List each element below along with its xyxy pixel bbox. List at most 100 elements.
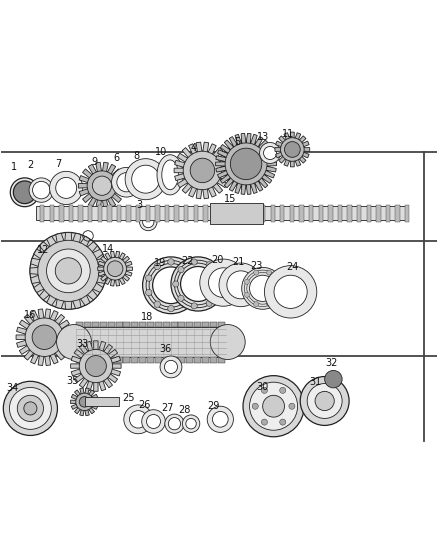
Bar: [100, 357, 107, 362]
Bar: [117, 205, 121, 222]
Circle shape: [177, 263, 219, 305]
Bar: [386, 205, 390, 222]
Circle shape: [315, 391, 334, 410]
Circle shape: [300, 376, 349, 425]
Text: 16: 16: [24, 310, 36, 319]
Text: 36: 36: [159, 344, 172, 353]
Bar: [136, 205, 141, 222]
Bar: [69, 205, 73, 222]
Circle shape: [79, 350, 113, 383]
Text: 23: 23: [250, 261, 262, 271]
Ellipse shape: [157, 155, 183, 195]
Circle shape: [29, 178, 53, 203]
Bar: [49, 205, 54, 222]
Bar: [155, 205, 159, 222]
Text: 13: 13: [257, 132, 269, 142]
Circle shape: [280, 387, 286, 393]
Circle shape: [174, 260, 222, 308]
Circle shape: [219, 263, 263, 306]
Text: 19: 19: [154, 258, 166, 268]
Circle shape: [191, 303, 197, 309]
Bar: [155, 321, 162, 327]
Circle shape: [261, 387, 268, 393]
Bar: [203, 205, 208, 222]
Bar: [155, 357, 162, 362]
Bar: [242, 205, 246, 222]
Bar: [210, 203, 263, 224]
Bar: [318, 205, 323, 222]
Bar: [162, 321, 170, 327]
Circle shape: [4, 381, 57, 435]
Circle shape: [24, 402, 37, 415]
Circle shape: [76, 393, 93, 410]
Polygon shape: [71, 341, 121, 391]
Bar: [178, 357, 185, 362]
Circle shape: [280, 419, 286, 425]
Bar: [100, 321, 107, 327]
Circle shape: [107, 261, 123, 277]
Circle shape: [32, 181, 50, 199]
Circle shape: [274, 275, 307, 309]
Bar: [170, 321, 177, 327]
Circle shape: [180, 266, 215, 302]
Bar: [213, 205, 217, 222]
Circle shape: [10, 387, 51, 430]
Bar: [116, 321, 123, 327]
Text: 31: 31: [309, 377, 321, 387]
Bar: [84, 357, 91, 362]
Circle shape: [183, 151, 222, 190]
Circle shape: [49, 171, 83, 205]
Bar: [116, 357, 123, 362]
Circle shape: [230, 148, 262, 180]
Bar: [184, 205, 188, 222]
Circle shape: [112, 167, 141, 197]
Text: 30: 30: [257, 382, 269, 392]
Bar: [194, 321, 201, 327]
Bar: [202, 321, 209, 327]
Circle shape: [250, 382, 297, 430]
Bar: [124, 321, 131, 327]
Bar: [218, 321, 225, 327]
Bar: [405, 205, 410, 222]
Circle shape: [227, 271, 255, 299]
Bar: [92, 357, 99, 362]
Circle shape: [276, 292, 281, 297]
Bar: [271, 205, 275, 222]
Circle shape: [264, 147, 277, 159]
Circle shape: [145, 289, 152, 296]
Bar: [147, 321, 154, 327]
Bar: [139, 321, 146, 327]
Bar: [218, 357, 225, 362]
Circle shape: [25, 318, 64, 357]
Circle shape: [244, 279, 250, 284]
Circle shape: [212, 411, 228, 427]
Polygon shape: [275, 132, 310, 167]
Bar: [84, 321, 91, 327]
Circle shape: [210, 325, 245, 359]
Circle shape: [164, 360, 177, 374]
Bar: [165, 205, 169, 222]
Text: 1: 1: [11, 162, 17, 172]
Bar: [347, 205, 352, 222]
Text: 14: 14: [102, 244, 114, 254]
Circle shape: [244, 270, 281, 306]
Circle shape: [289, 403, 295, 409]
Text: 22: 22: [181, 256, 194, 266]
Circle shape: [130, 410, 147, 428]
Circle shape: [17, 184, 32, 200]
Circle shape: [32, 325, 57, 350]
Text: 5: 5: [235, 137, 241, 147]
Polygon shape: [30, 232, 107, 309]
Bar: [232, 205, 237, 222]
Bar: [396, 205, 400, 222]
Circle shape: [11, 178, 39, 207]
Circle shape: [168, 259, 174, 265]
Circle shape: [55, 258, 81, 284]
Circle shape: [186, 418, 196, 429]
Bar: [107, 205, 112, 222]
Bar: [376, 205, 381, 222]
Circle shape: [143, 257, 199, 313]
Bar: [194, 357, 201, 362]
Text: 9: 9: [92, 157, 98, 167]
Text: 27: 27: [161, 403, 174, 414]
